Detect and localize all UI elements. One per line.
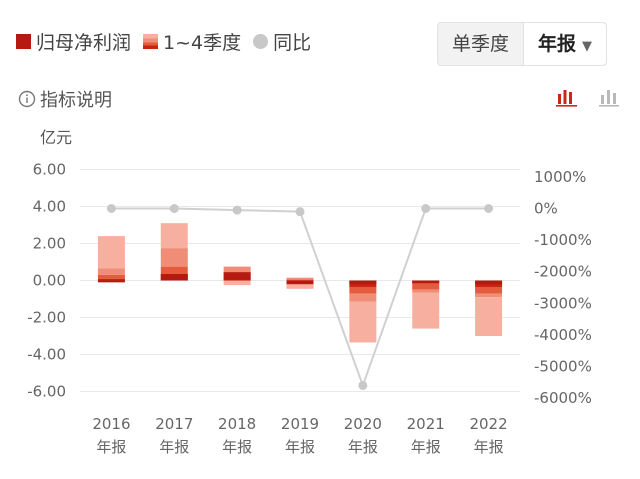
x-tick-label: 2022 [469,415,507,433]
annual-toggle-label: 年报 [538,33,577,55]
net-profit-bar [412,280,440,284]
x-tick-sublabel: 年报 [222,438,252,456]
chart-type-switch [555,86,639,108]
y-tick-label: -2.00 [27,309,66,327]
legend-net-profit-label: 归母净利润 [36,32,132,54]
y-axis-unit: 亿元 [40,128,72,147]
quarters-swatch [143,34,159,49]
quarter-bar-q1 [97,278,125,281]
y-tick-label: 0.00 [33,272,66,290]
net-profit-bar [160,274,188,281]
x-tick-sublabel: 年报 [348,438,378,456]
legend-quarters-label: 1~4季度 [163,32,242,54]
bars [97,223,503,343]
quarter-bar-q2 [475,286,503,294]
y2-axis-ticks: 1000% 0% -1000% -2000% -3000% -4000% -5000% -60… [534,168,592,407]
yoy-swatch [253,34,269,49]
quarter-bar-q4 [160,223,188,249]
yoy-point [232,205,242,215]
y2-tick-label: -1000% [534,231,592,249]
x-tick-label: 2020 [344,415,382,433]
quarter-bar-q2 [412,283,440,290]
indicator-info-link[interactable]: 指标说明 [18,86,112,112]
y2-tick-label: -3000% [534,294,592,312]
yoy-point [421,204,431,213]
net-profit-bar [223,272,251,281]
indicator-info-label: 指标说明 [40,90,112,111]
x-tick-sublabel: 年报 [474,438,504,456]
legend: 归母净利润 1~4季度 同比 [16,28,323,55]
y-tick-label: 2.00 [33,235,66,253]
quarter-toggle-button[interactable]: 单季度 [452,33,510,55]
y-tick-label: 6.00 [33,161,66,179]
yoy-point [484,204,494,213]
quarter-bar-q4 [412,292,440,329]
y-tick-label: -6.00 [27,383,66,401]
y2-tick-label: -5000% [534,358,592,376]
quarter-bar-q4 [97,236,125,269]
x-tick-label: 2017 [155,415,193,433]
quarter-bar-q4 [349,301,377,343]
net-profit-bar [286,280,314,285]
yoy-point [169,204,179,213]
quarter-bar-q3 [97,268,125,275]
quarter-bar-q2 [286,279,314,281]
y2-tick-label: -2000% [534,263,592,281]
y-tick-label: -4.00 [27,346,66,364]
y2-tick-label: 0% [534,200,558,218]
quarter-bar-q3 [160,248,188,267]
x-tick-label: 2019 [281,415,319,433]
yoy-point [106,204,116,213]
legend-quarters[interactable]: 1~4季度 [143,28,241,55]
net-profit-swatch [16,34,31,49]
x-tick-sublabel: 年报 [411,438,441,456]
x-tick-sublabel: 年报 [285,438,315,456]
y2-tick-label: -4000% [534,326,592,344]
legend-net-profit[interactable]: 归母净利润 [16,28,131,55]
stacked-bar-chart-icon[interactable] [555,86,579,108]
quarter-bar-q3 [475,293,503,298]
quarter-bar-q4 [223,280,251,286]
quarter-bar-q2 [97,274,125,279]
net-profit-bar [475,280,503,285]
yoy-point [295,207,305,217]
x-axis-ticks: 2016 年报 2017 年报 2018 年报 2019 年报 2020 年报 2021 年报 2022… [92,415,507,456]
annual-toggle-button[interactable]: 年报 ▼ [523,23,607,65]
info-icon [18,90,36,108]
y2-tick-label: -6000% [534,389,592,407]
net-profit-bar [97,280,125,283]
yoy-point [358,380,368,390]
yoy-series [106,204,494,390]
y-axis-ticks: 6.00 4.00 2.00 0.00 -2.00 -4.00 -6.00 [27,161,66,401]
y-tick-label: 4.00 [33,198,66,216]
legend-yoy-label: 同比 [273,32,312,54]
x-tick-label: 2018 [218,415,256,433]
caret-down-icon: ▼ [582,39,593,54]
x-tick-label: 2016 [92,415,130,433]
bar-chart-icon[interactable] [597,86,621,108]
quarter-bar-q2 [160,266,188,275]
x-tick-sublabel: 年报 [96,438,126,456]
x-tick-sublabel: 年报 [159,438,189,456]
period-toggle: 单季度 年报 ▼ [437,22,608,66]
x-tick-label: 2021 [407,415,445,433]
quarter-bar-q4 [286,281,314,289]
quarter-bar-q3 [412,289,440,293]
net-profit-bar [349,280,377,285]
legend-yoy[interactable]: 同比 [253,28,311,55]
quarter-bar-q3 [349,293,377,302]
y2-tick-label: 1000% [534,168,586,186]
quarter-bar-q3 [223,266,251,274]
quarter-bar-q2 [349,286,377,294]
quarter-bar-q4 [475,297,503,336]
quarter-bar-q3 [286,277,314,280]
